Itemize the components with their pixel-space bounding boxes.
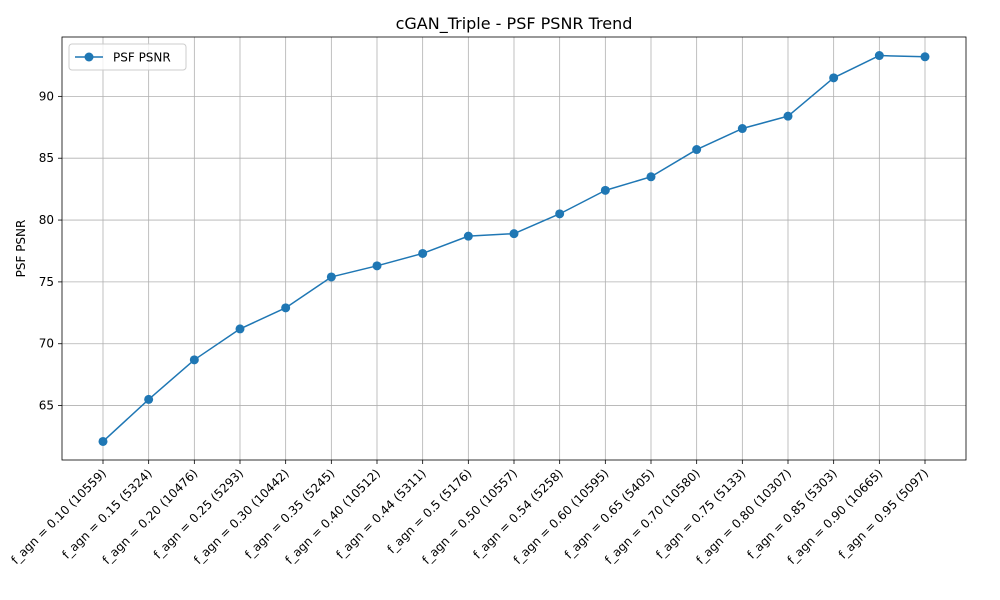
data-point-marker: [555, 209, 565, 219]
data-point-marker: [326, 272, 336, 282]
data-point-marker: [144, 394, 154, 404]
data-point-marker: [98, 436, 108, 446]
x-axis-ticks: f_agn = 0.10 (10559)f_agn = 0.15 (5324)f…: [8, 460, 931, 567]
chart-title: cGAN_Triple - PSF PSNR Trend: [396, 14, 633, 34]
data-point-marker: [189, 355, 199, 365]
x-tick-label: f_agn = 0.44 (5311): [333, 466, 428, 561]
y-tick-label: 70: [39, 337, 54, 351]
data-point-marker: [235, 324, 245, 334]
data-point-marker: [692, 145, 702, 155]
data-point-marker: [372, 261, 382, 271]
data-point-marker: [281, 303, 291, 313]
data-point-marker: [418, 248, 428, 258]
x-tick-label: f_agn = 0.65 (5405): [562, 466, 657, 561]
legend-marker-swatch: [84, 52, 94, 62]
x-tick-label: f_agn = 0.35 (5245): [242, 466, 337, 561]
y-tick-label: 90: [39, 89, 54, 103]
x-tick-label: f_agn = 0.75 (5133): [653, 466, 748, 561]
data-point-marker: [600, 185, 610, 195]
data-point-marker: [829, 73, 839, 83]
data-point-marker: [920, 52, 930, 62]
y-tick-label: 65: [39, 399, 54, 413]
y-tick-label: 75: [39, 275, 54, 289]
grid: [62, 37, 966, 460]
data-point-marker: [646, 172, 656, 182]
data-point-marker: [463, 231, 473, 241]
data-point-marker: [737, 124, 747, 134]
y-axis-label: PSF PSNR: [14, 220, 28, 278]
x-tick-label: f_agn = 0.54 (5258): [470, 466, 565, 561]
x-tick-label: f_agn = 0.95 (5097): [836, 466, 931, 561]
data-point-marker: [874, 51, 884, 61]
x-tick-label: f_agn = 0.85 (5303): [744, 466, 839, 561]
y-tick-label: 80: [39, 213, 54, 227]
x-tick-label: f_agn = 0.25 (5293): [151, 466, 246, 561]
y-axis-ticks: 65 70 75 80 85 90: [39, 89, 62, 413]
legend-box: [68, 43, 187, 71]
series-layer: [98, 51, 930, 446]
plot-area-frame: [61, 36, 967, 461]
x-tick-label: f_agn = 0.15 (5324): [59, 466, 154, 561]
data-point-marker: [783, 111, 793, 121]
data-point-marker: [509, 229, 519, 239]
x-tick-label: f_agn = 0.5 (5176): [384, 466, 474, 556]
legend: PSF PSNR: [68, 43, 187, 71]
y-tick-label: 85: [39, 151, 54, 165]
legend-label: PSF PSNR: [113, 51, 171, 65]
